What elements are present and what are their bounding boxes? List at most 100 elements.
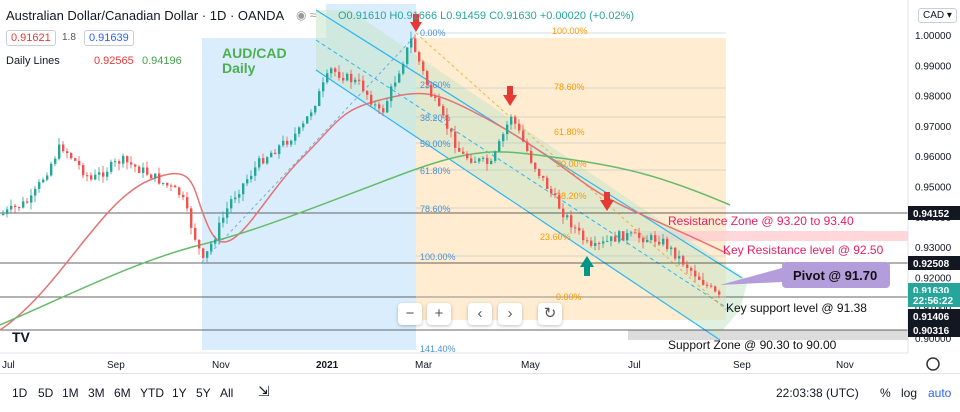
log-toggle[interactable]: log <box>901 386 918 400</box>
candle-body <box>598 243 601 245</box>
candle-body <box>38 182 41 189</box>
candle-body <box>518 123 521 131</box>
candle-body <box>334 68 337 72</box>
candle-body <box>318 91 321 107</box>
timeframe-all[interactable]: All <box>220 386 234 400</box>
eye-icon[interactable]: ◉ ≈ <box>296 8 317 22</box>
candle-body <box>26 201 29 203</box>
fib-ext-00: 0.00% <box>556 292 582 302</box>
price-label: 22:56:22 <box>913 296 953 307</box>
candle-body <box>78 160 81 166</box>
candle-body <box>386 101 389 113</box>
candle-body <box>414 38 417 53</box>
timeframe-3m[interactable]: 3M <box>88 386 105 400</box>
candle-body <box>502 134 505 142</box>
timeframe-5y[interactable]: 5Y <box>196 386 211 400</box>
candle-body <box>74 158 77 161</box>
currency-select[interactable]: CAD ▾ <box>918 8 957 23</box>
candle-body <box>186 197 189 209</box>
y-tick-label: 0.96000 <box>915 152 952 163</box>
candle-body <box>490 160 493 164</box>
price-label-box <box>908 293 960 307</box>
candle-body <box>666 238 669 249</box>
y-tick-label: 0.97000 <box>915 122 952 133</box>
candle-body <box>58 144 61 159</box>
support-zone-label: Support Zone @ 90.30 to 90.00 <box>668 338 837 352</box>
symbol-title: Australian Dollar/Canadian Dollar · 1D ·… <box>6 8 285 23</box>
candle-body <box>158 173 161 184</box>
price-label: 0.91630 <box>913 286 950 297</box>
candle-body <box>154 173 157 179</box>
channel-mid-line <box>315 39 731 311</box>
timeframe-1y[interactable]: 1Y <box>172 386 187 400</box>
fib-ext-382: 38.20% <box>556 191 587 201</box>
percent-toggle[interactable]: % <box>880 386 891 400</box>
candle-body <box>314 106 317 113</box>
scroll-right-button[interactable]: › <box>498 303 522 325</box>
candle-body <box>618 231 621 242</box>
candle-body <box>210 243 213 252</box>
ma-green-line <box>0 151 731 326</box>
zoom-out-button[interactable]: − <box>398 303 422 325</box>
candle-body <box>70 153 73 159</box>
candle-body <box>250 175 253 180</box>
key-support-label: Key support level @ 91.38 <box>726 301 867 315</box>
candle-body <box>634 232 637 234</box>
candle-body <box>370 94 373 105</box>
candle-body <box>198 239 201 249</box>
candle-body <box>498 141 501 152</box>
candle-body <box>82 165 85 176</box>
timeframe-1m[interactable]: 1M <box>62 386 79 400</box>
ma-red-line <box>0 92 731 331</box>
candle-body <box>458 147 461 152</box>
candle-body <box>410 38 413 48</box>
timeframe-ytd[interactable]: YTD <box>140 386 164 400</box>
candle-body <box>478 158 481 162</box>
candle-body <box>362 80 365 91</box>
candle-body <box>34 188 37 196</box>
resistance-zone-band <box>620 231 908 241</box>
pivot-box <box>782 262 890 288</box>
x-tick-label: Sep <box>733 360 751 371</box>
price-label: 0.90316 <box>913 326 950 337</box>
candle-body <box>206 251 209 258</box>
scroll-left-button[interactable]: ‹ <box>468 303 492 325</box>
candle-body <box>530 150 533 163</box>
chart-title-1: AUD/CAD <box>222 45 287 61</box>
price-label-box <box>908 309 960 323</box>
timeframe-5d[interactable]: 5D <box>38 386 54 400</box>
x-tick-label: Jul <box>2 360 15 371</box>
candle-body <box>582 230 585 241</box>
candle-body <box>470 158 473 163</box>
candle-body <box>606 240 609 242</box>
candle-body <box>450 128 453 132</box>
price-label-box <box>908 256 960 270</box>
candle-body <box>570 215 573 228</box>
candle-body <box>406 47 409 64</box>
y-tick-label: 0.95000 <box>915 183 952 194</box>
reset-chart-button[interactable]: ↻ <box>538 303 562 325</box>
candle-body <box>194 227 197 240</box>
tradingview-logo-icon: TV <box>12 329 31 345</box>
candle-body <box>602 241 605 244</box>
candle-body <box>42 179 45 183</box>
auto-toggle[interactable]: auto <box>928 386 952 400</box>
candle-body <box>18 207 21 209</box>
timeframe-6m[interactable]: 6M <box>114 386 131 400</box>
candle-body <box>298 127 301 134</box>
candle-body <box>282 140 285 146</box>
candle-body <box>702 279 705 285</box>
zoom-in-button[interactable]: + <box>427 303 451 325</box>
ask-price[interactable]: 0.91639 <box>84 30 134 46</box>
fib-label-382: 38.20% <box>420 113 451 123</box>
candle-body <box>514 116 517 124</box>
bid-price[interactable]: 0.91621 <box>6 30 56 46</box>
timeframe-1d[interactable]: 1D <box>12 386 28 400</box>
price-chart[interactable]: 0.00% 23.60% 38.20% 50.00% 61.80% 78.60%… <box>0 0 960 373</box>
candle-body <box>294 133 297 141</box>
candle-body <box>390 86 393 102</box>
candle-body <box>146 167 149 175</box>
candle-body <box>562 208 565 218</box>
date-range-icon[interactable]: ⇲ <box>258 383 270 399</box>
x-tick-label: Nov <box>212 360 230 371</box>
